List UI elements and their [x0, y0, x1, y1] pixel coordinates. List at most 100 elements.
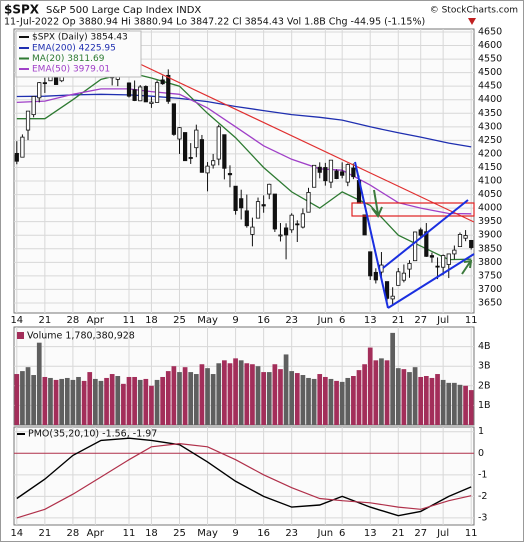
volume-bar	[429, 377, 435, 425]
y-tick-label: 4200	[478, 148, 502, 159]
volume-bar	[160, 376, 166, 425]
candle-body	[132, 89, 137, 101]
candle-body	[143, 86, 148, 103]
candle-body	[20, 136, 25, 158]
volume-bar	[328, 378, 334, 425]
y-tick-label: 3700	[478, 284, 502, 295]
volume-bar	[407, 372, 412, 425]
volume-bar	[25, 367, 31, 425]
channel-line	[354, 161, 389, 309]
pmo-label: PMO(35,20,10) -1.56, -1.97	[28, 429, 157, 440]
volume-bar	[384, 360, 390, 425]
candle-body	[289, 214, 294, 231]
volume-bar	[149, 385, 154, 425]
volume-bar	[121, 383, 126, 425]
volume-bar	[137, 379, 143, 425]
candle-body	[188, 157, 193, 159]
candle-body	[222, 134, 227, 169]
candle-body	[300, 213, 306, 228]
legend-entry: EMA(50) 3979.01	[32, 65, 110, 75]
y-tick-label: 3900	[478, 230, 502, 241]
volume-bar	[294, 373, 300, 425]
legend-entry: EMA(200) 4225.95	[32, 44, 116, 54]
candle-body	[452, 249, 457, 255]
y-tick-label: 4550	[478, 54, 502, 65]
candle-body	[390, 295, 395, 300]
candle-body	[418, 229, 423, 236]
candle-body	[154, 82, 160, 103]
volume-bar	[463, 385, 468, 425]
y-tick-label: 4100	[478, 176, 502, 187]
candle-body	[334, 170, 339, 179]
y-tick-label: 4150	[478, 162, 502, 173]
legend-swatch	[17, 332, 24, 339]
volume-bar	[255, 366, 261, 425]
candle-body	[295, 223, 300, 226]
volume-bar	[216, 363, 222, 425]
candle-body	[250, 226, 255, 235]
volume-bar	[193, 374, 199, 425]
volume-bar	[423, 376, 429, 425]
volume-bar	[379, 358, 384, 425]
candle-body	[272, 193, 277, 230]
x-tick-label: 23	[285, 315, 298, 326]
x-tick-label: 28	[67, 528, 80, 539]
volume-bar	[233, 358, 238, 425]
y-tick-label: 4B	[478, 341, 491, 352]
candle-body	[199, 139, 205, 173]
x-tick-label: 21	[392, 315, 405, 326]
x-tick-label: 11	[123, 315, 136, 326]
volume-bar	[20, 371, 25, 425]
volume-bar	[205, 368, 210, 425]
volume-bar	[92, 378, 98, 425]
volume-bar	[278, 369, 283, 425]
x-tick-label: Jun	[317, 528, 334, 539]
y-tick-label: 4400	[478, 94, 502, 105]
volume-bar	[283, 354, 289, 425]
volume-bar	[446, 382, 452, 425]
volume-bar	[339, 381, 345, 425]
volume-bar	[59, 378, 65, 425]
y-tick-label: 4350	[478, 108, 502, 119]
candle-body	[160, 79, 165, 85]
credit: © StockCharts.com	[430, 6, 518, 16]
y-tick-label: 3850	[478, 243, 502, 254]
symbol: $SPX	[4, 3, 40, 17]
candle-body	[412, 231, 418, 262]
volume-bar	[412, 367, 418, 425]
candle-body	[323, 167, 328, 182]
candle-body	[244, 210, 249, 227]
volume-bar	[418, 376, 424, 425]
x-tick-label: Jul	[436, 528, 449, 539]
legend: $SPX (Daily) 3854.43 EMA(200) 4225.95MA(…	[15, 30, 142, 78]
volume-bar	[132, 376, 137, 425]
candle-body	[171, 103, 176, 135]
legend-entry: $SPX (Daily) 3854.43	[32, 33, 128, 43]
y-tick-label: -2	[478, 491, 487, 502]
x-tick-label: 13	[364, 528, 377, 539]
y-tick-label: 0	[478, 448, 484, 459]
candle-body	[261, 204, 266, 207]
arrow	[371, 189, 383, 218]
channel-line	[382, 199, 469, 269]
x-tick-label: 25	[173, 528, 186, 539]
volume-bar	[81, 380, 87, 425]
volume-bar	[373, 360, 379, 425]
volume-bar	[452, 382, 457, 425]
candle-body	[351, 167, 356, 178]
volume-bar	[87, 372, 93, 425]
candle-body	[401, 272, 406, 281]
pmo-panel	[13, 426, 475, 526]
volume-bar	[31, 375, 36, 425]
candle-body	[177, 127, 182, 140]
x-tick-label: 21	[38, 315, 51, 326]
quote: 11-Jul-2022 Op 3880.94 Hi 3880.94 Lo 384…	[4, 17, 425, 28]
candle-body	[138, 86, 143, 102]
volume-bar	[306, 377, 311, 425]
volume-bar	[250, 364, 255, 425]
x-tick-label: 27	[414, 315, 427, 326]
candle-body	[25, 110, 31, 131]
candle-body	[37, 82, 42, 99]
volume-bar	[440, 379, 446, 425]
